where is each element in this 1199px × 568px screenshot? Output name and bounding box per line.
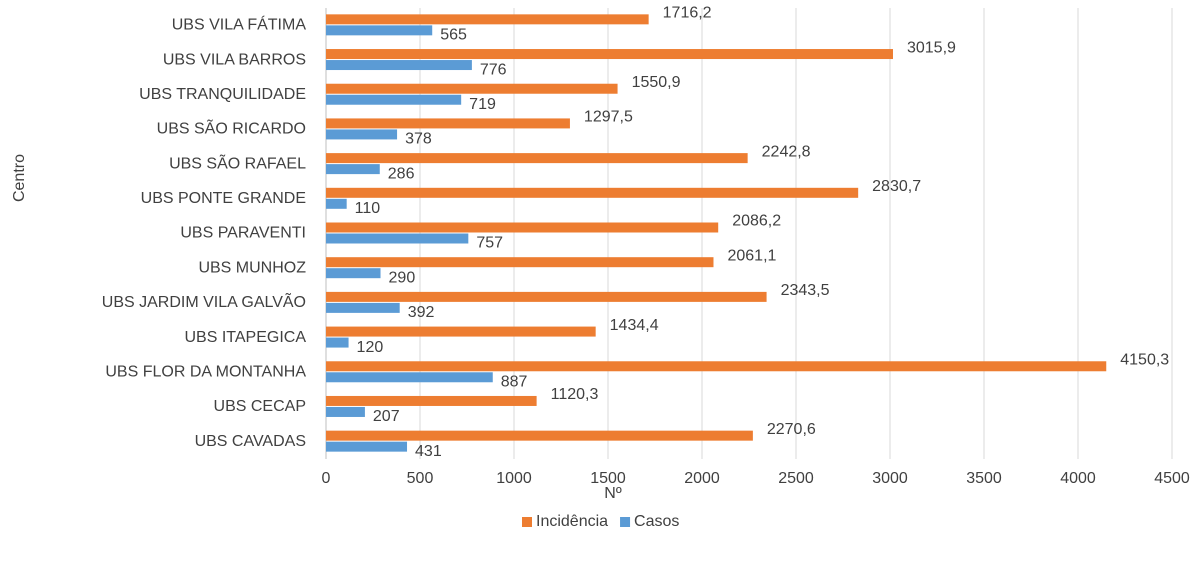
bar bbox=[326, 257, 714, 268]
bar bbox=[326, 60, 472, 71]
y-tick-label: UBS MUNHOZ bbox=[198, 259, 306, 276]
value-label: 4150,3 bbox=[1120, 351, 1169, 368]
y-tick-label: UBS JARDIM VILA GALVÃO bbox=[102, 291, 306, 311]
bar bbox=[326, 198, 347, 209]
value-label: 2830,7 bbox=[872, 178, 921, 195]
bar bbox=[326, 164, 380, 175]
bar bbox=[326, 153, 748, 164]
value-label: 2270,6 bbox=[767, 421, 816, 438]
value-label: 2242,8 bbox=[762, 143, 811, 160]
value-label: 757 bbox=[476, 235, 503, 252]
y-tick-label: UBS PONTE GRANDE bbox=[141, 190, 306, 207]
value-label: 887 bbox=[501, 373, 528, 390]
bar bbox=[326, 326, 596, 337]
y-tick-label: UBS FLOR DA MONTANHA bbox=[105, 363, 306, 380]
x-tick-label: 3000 bbox=[872, 470, 908, 487]
bar bbox=[326, 372, 493, 383]
value-label: 1297,5 bbox=[584, 109, 633, 126]
value-label: 776 bbox=[480, 61, 507, 78]
value-label: 2061,1 bbox=[727, 247, 776, 264]
bar bbox=[326, 233, 469, 244]
value-label: 110 bbox=[355, 200, 381, 217]
x-tick-label: 3500 bbox=[966, 470, 1002, 487]
legend-swatch bbox=[522, 517, 532, 527]
bar bbox=[326, 129, 398, 140]
x-tick-label: 500 bbox=[407, 470, 434, 487]
value-label: 2343,5 bbox=[781, 282, 830, 299]
bar bbox=[326, 302, 400, 313]
x-axis-title: Nº bbox=[604, 485, 622, 502]
y-tick-label: UBS VILA BARROS bbox=[163, 51, 306, 68]
x-tick-label: 2500 bbox=[778, 470, 814, 487]
value-label: 1120,3 bbox=[551, 386, 599, 403]
value-label: 1434,4 bbox=[610, 317, 659, 334]
bar bbox=[326, 441, 408, 452]
x-tick-label: 2000 bbox=[684, 470, 720, 487]
value-label: 2086,2 bbox=[732, 213, 781, 230]
x-tick-label: 1000 bbox=[496, 470, 532, 487]
legend-label: Casos bbox=[634, 513, 679, 530]
legend-label: Incidência bbox=[536, 513, 608, 530]
x-tick-label: 0 bbox=[322, 470, 331, 487]
x-tick-label: 1500 bbox=[590, 470, 626, 487]
value-label: 1550,9 bbox=[632, 74, 681, 91]
bar bbox=[326, 430, 753, 441]
value-label: 565 bbox=[440, 27, 467, 44]
value-label: 431 bbox=[415, 443, 442, 460]
bar bbox=[326, 49, 893, 60]
value-label: 286 bbox=[388, 165, 415, 182]
bar bbox=[326, 406, 365, 417]
x-tick-label: 4500 bbox=[1154, 470, 1190, 487]
legend-swatch bbox=[620, 517, 631, 527]
y-tick-label: UBS PARAVENTI bbox=[180, 225, 306, 242]
bar bbox=[326, 395, 537, 406]
bar bbox=[326, 94, 462, 105]
y-tick-label: UBS ITAPEGICA bbox=[184, 329, 306, 346]
y-tick-label: UBS TRANQUILIDADE bbox=[139, 86, 306, 103]
y-tick-label: UBS CECAP bbox=[214, 398, 306, 415]
bar bbox=[326, 14, 649, 25]
bar bbox=[326, 361, 1107, 372]
value-label: 3015,9 bbox=[907, 39, 956, 56]
bar bbox=[326, 118, 570, 129]
value-label: 392 bbox=[408, 304, 435, 321]
x-tick-label: 4000 bbox=[1060, 470, 1096, 487]
value-label: 290 bbox=[389, 269, 416, 286]
value-label: 207 bbox=[373, 408, 400, 425]
y-tick-label: UBS SÃO RICARDO bbox=[157, 118, 306, 138]
value-label: 378 bbox=[405, 131, 432, 148]
bar bbox=[326, 83, 618, 94]
y-axis-title: Centro bbox=[11, 154, 28, 202]
value-label: 120 bbox=[357, 339, 384, 356]
bar bbox=[326, 25, 433, 36]
bar bbox=[326, 291, 767, 302]
bar bbox=[326, 337, 349, 348]
value-label: 1716,2 bbox=[663, 5, 712, 22]
bar bbox=[326, 268, 381, 279]
y-tick-label: UBS CAVADAS bbox=[195, 433, 306, 450]
bar bbox=[326, 187, 859, 198]
y-tick-label: UBS VILA FÁTIMA bbox=[172, 15, 307, 34]
bar bbox=[326, 222, 719, 233]
value-label: 719 bbox=[469, 96, 496, 113]
y-tick-label: UBS SÃO RAFAEL bbox=[169, 152, 306, 172]
